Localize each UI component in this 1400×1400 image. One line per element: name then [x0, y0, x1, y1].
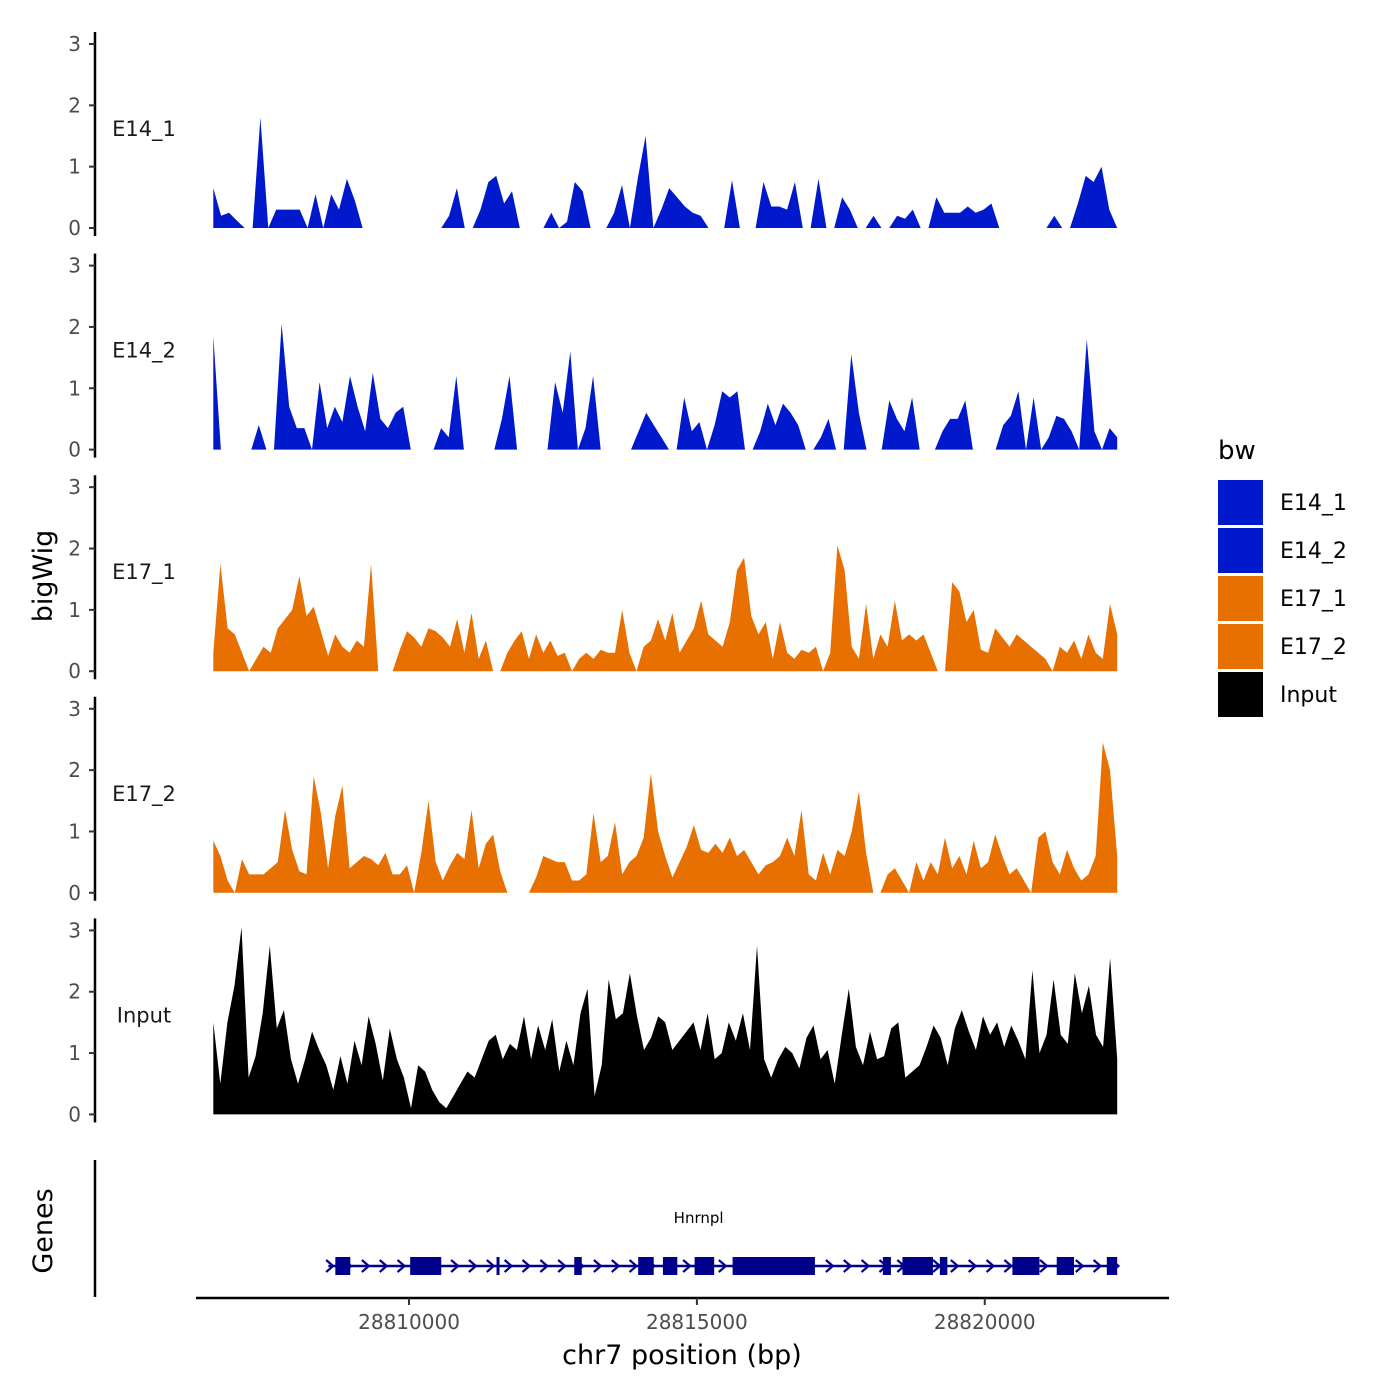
- y-tick-label-E14_1-1: 1: [68, 155, 81, 179]
- strand-arrow: [628, 1259, 639, 1273]
- legend-label-E14_2: E14_2: [1280, 539, 1347, 564]
- strand-arrow: [718, 1259, 728, 1273]
- strand-arrow: [361, 1259, 371, 1273]
- track-label-E17_1: E17_1: [112, 560, 176, 585]
- y-tick-label-Input-2: 2: [68, 980, 81, 1004]
- legend-key-E17_2: [1218, 624, 1263, 669]
- legend-key-E14_2: [1218, 528, 1263, 573]
- y-tick-label-E17_1-0: 0: [68, 659, 81, 683]
- x-axis-title: chr7 position (bp): [562, 1340, 802, 1371]
- legend-key-E17_1: [1218, 576, 1263, 621]
- exon-2: [410, 1257, 442, 1275]
- exon-14: [1106, 1257, 1118, 1275]
- strand-arrow: [985, 1259, 996, 1273]
- strand-arrow: [950, 1259, 960, 1273]
- strand-arrow: [557, 1259, 567, 1273]
- track-E17_2: 0 1 2 3 E17_2: [68, 696, 1118, 905]
- legend-label-Input: Input: [1280, 683, 1337, 708]
- legend-label-E17_1: E17_1: [1280, 587, 1347, 612]
- strand-arrow: [1003, 1259, 1014, 1273]
- exon-6: [662, 1257, 678, 1275]
- y-tick-label-E14_2-1: 1: [68, 376, 81, 400]
- exon-12: [1012, 1257, 1040, 1275]
- exon-9: [882, 1257, 891, 1275]
- exon-1: [335, 1257, 351, 1275]
- track-Input: 0 1 2 3 Input: [68, 918, 1118, 1126]
- x-tick-label-28815000: 28815000: [646, 1310, 748, 1334]
- exon-7: [694, 1257, 715, 1275]
- strand-arrow: [325, 1259, 335, 1273]
- genes-axis-title: Genes: [28, 1188, 59, 1273]
- y-tick-label-E14_2-0: 0: [68, 438, 81, 462]
- y-tick-label-E14_2-3: 3: [68, 254, 81, 278]
- bigwig-tracks: 0 1 2 3 E14_1 0 1 2 3 E14_2 0 1 2 3 E17_1 0 1 2 3 E17_2 0 1 2 3…: [68, 32, 1118, 1126]
- area-series-E14_1: [213, 117, 1118, 228]
- gene-track: Hnrnpl: [93, 1160, 1121, 1297]
- x-axis: 28810000 28815000 28820000: [196, 1296, 1169, 1334]
- y-tick-label-E17_2-3: 3: [68, 697, 81, 721]
- y-tick-label-E14_1-0: 0: [68, 216, 81, 240]
- exon-10: [902, 1257, 933, 1275]
- x-tick-label-28820000: 28820000: [934, 1310, 1036, 1334]
- area-series-E17_1: [213, 545, 1118, 672]
- y-tick-label-E17_1-3: 3: [68, 475, 81, 499]
- strand-arrow: [396, 1259, 407, 1273]
- track-E14_1: 0 1 2 3 E14_1: [68, 32, 1118, 240]
- strand-arrow: [1092, 1259, 1103, 1273]
- area-series-E14_2: [213, 323, 1118, 450]
- track-E17_1: 0 1 2 3 E17_1: [68, 475, 1118, 683]
- track-label-Input: Input: [117, 1003, 171, 1027]
- y-tick-label-E17_1-2: 2: [68, 537, 81, 561]
- strand-arrow: [378, 1259, 389, 1273]
- strand-arrow: [610, 1259, 621, 1273]
- strand-arrow: [450, 1259, 460, 1273]
- exon-11: [939, 1257, 948, 1275]
- legend-label-E17_2: E17_2: [1280, 635, 1347, 660]
- strand-arrow: [843, 1259, 853, 1273]
- y-tick-label-E14_2-2: 2: [68, 315, 81, 339]
- legend-key-Input: [1218, 672, 1263, 717]
- track-label-E14_1: E14_1: [112, 117, 176, 142]
- strand-arrow: [1039, 1259, 1049, 1273]
- y-tick-label-E17_2-2: 2: [68, 758, 81, 782]
- strand-arrow: [1075, 1259, 1085, 1273]
- strand-arrow: [486, 1259, 496, 1273]
- legend-key-E14_1: [1218, 480, 1263, 525]
- strand-arrow: [468, 1259, 478, 1273]
- strand-arrow: [593, 1259, 603, 1273]
- strand-arrow: [682, 1259, 692, 1273]
- x-tick-label-28810000: 28810000: [358, 1310, 460, 1334]
- y-tick-label-Input-1: 1: [68, 1041, 81, 1065]
- y-tick-label-E17_2-0: 0: [68, 881, 81, 905]
- gene-name-label: Hnrnpl: [674, 1209, 724, 1227]
- y-tick-label-E17_2-1: 1: [68, 819, 81, 843]
- exon-4: [574, 1257, 582, 1275]
- y-tick-label-E17_1-1: 1: [68, 598, 81, 622]
- y-tick-label-E14_1-3: 3: [68, 32, 81, 56]
- y-tick-label-Input-3: 3: [68, 918, 81, 942]
- exon-3: [496, 1257, 500, 1275]
- y-axis-title: bigWig: [28, 530, 59, 623]
- exon-5: [638, 1257, 654, 1275]
- exon-8: [732, 1257, 815, 1275]
- strand-arrow: [521, 1259, 532, 1273]
- track-label-E14_2: E14_2: [112, 339, 176, 364]
- area-series-E17_2: [213, 742, 1118, 893]
- legend: bw E14_1 E14_2 E17_1 E17_2 Input: [1218, 436, 1347, 717]
- strand-arrow: [967, 1259, 978, 1273]
- area-series-Input: [213, 927, 1118, 1115]
- strand-arrow: [825, 1259, 835, 1273]
- y-tick-label-E14_1-2: 2: [68, 93, 81, 117]
- strand-arrow: [503, 1259, 514, 1273]
- legend-title: bw: [1218, 436, 1256, 466]
- strand-arrow: [860, 1259, 871, 1273]
- exon-13: [1056, 1257, 1075, 1275]
- track-label-E17_2: E17_2: [112, 782, 176, 807]
- legend-label-E14_1: E14_1: [1280, 491, 1347, 516]
- track-E14_2: 0 1 2 3 E14_2: [68, 253, 1118, 462]
- strand-arrow: [539, 1259, 550, 1273]
- y-tick-label-Input-0: 0: [68, 1102, 81, 1126]
